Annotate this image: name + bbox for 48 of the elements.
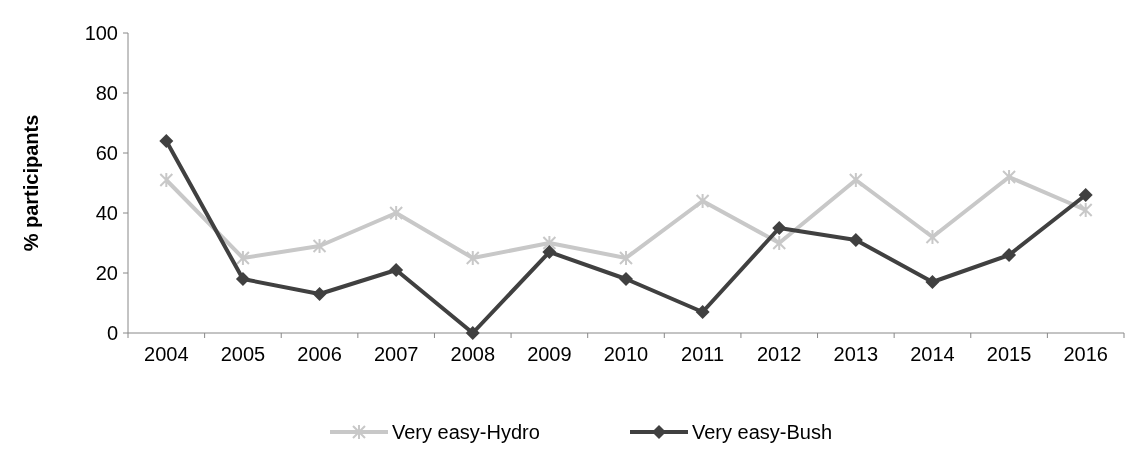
point xyxy=(465,326,480,340)
point xyxy=(772,235,787,251)
point xyxy=(389,205,404,221)
x-tick-label: 2011 xyxy=(681,343,725,365)
legend-label: Very easy-Hydro xyxy=(392,421,540,443)
x-tick-label: 2013 xyxy=(833,343,879,365)
point xyxy=(925,275,940,289)
y-tick-label: 100 xyxy=(84,22,118,44)
x-tick-label: 2007 xyxy=(373,343,419,365)
y-tick-label: 80 xyxy=(95,82,118,104)
y-tick-label: 60 xyxy=(95,142,118,164)
point xyxy=(925,229,940,245)
point xyxy=(1002,248,1017,262)
point xyxy=(1078,202,1093,218)
point xyxy=(465,250,480,266)
x-tick-label: 2004 xyxy=(144,343,189,365)
point xyxy=(542,245,557,259)
x-tick-label: 2006 xyxy=(297,343,342,365)
x-tick-label: 2016 xyxy=(1063,343,1108,365)
x-tick-label: 2009 xyxy=(527,343,572,365)
point xyxy=(159,172,174,188)
point xyxy=(235,272,250,286)
y-tick-label: 0 xyxy=(106,322,118,344)
point xyxy=(772,221,787,235)
point xyxy=(848,233,863,247)
point xyxy=(695,305,710,319)
legend-label: Very easy-Bush xyxy=(692,421,833,443)
y-tick-label: 20 xyxy=(95,262,118,284)
y-tick-label: 40 xyxy=(95,202,118,224)
point xyxy=(619,250,633,266)
point xyxy=(389,263,404,277)
x-tick-label: 2012 xyxy=(756,343,802,365)
point xyxy=(312,238,327,254)
point xyxy=(848,172,863,188)
point xyxy=(542,235,557,251)
point xyxy=(159,134,174,148)
point xyxy=(235,250,250,266)
point xyxy=(312,287,327,301)
x-tick-label: 2015 xyxy=(986,343,1032,365)
point xyxy=(1002,169,1017,185)
y-axis-title: % participants xyxy=(20,114,42,252)
x-tick-label: 2008 xyxy=(450,343,496,365)
x-tick-label: 2005 xyxy=(220,343,266,365)
x-tick-label: 2010 xyxy=(603,343,649,365)
x-tick-label: 2014 xyxy=(910,343,955,365)
point xyxy=(695,193,710,209)
point xyxy=(1078,188,1093,202)
point xyxy=(619,272,633,286)
